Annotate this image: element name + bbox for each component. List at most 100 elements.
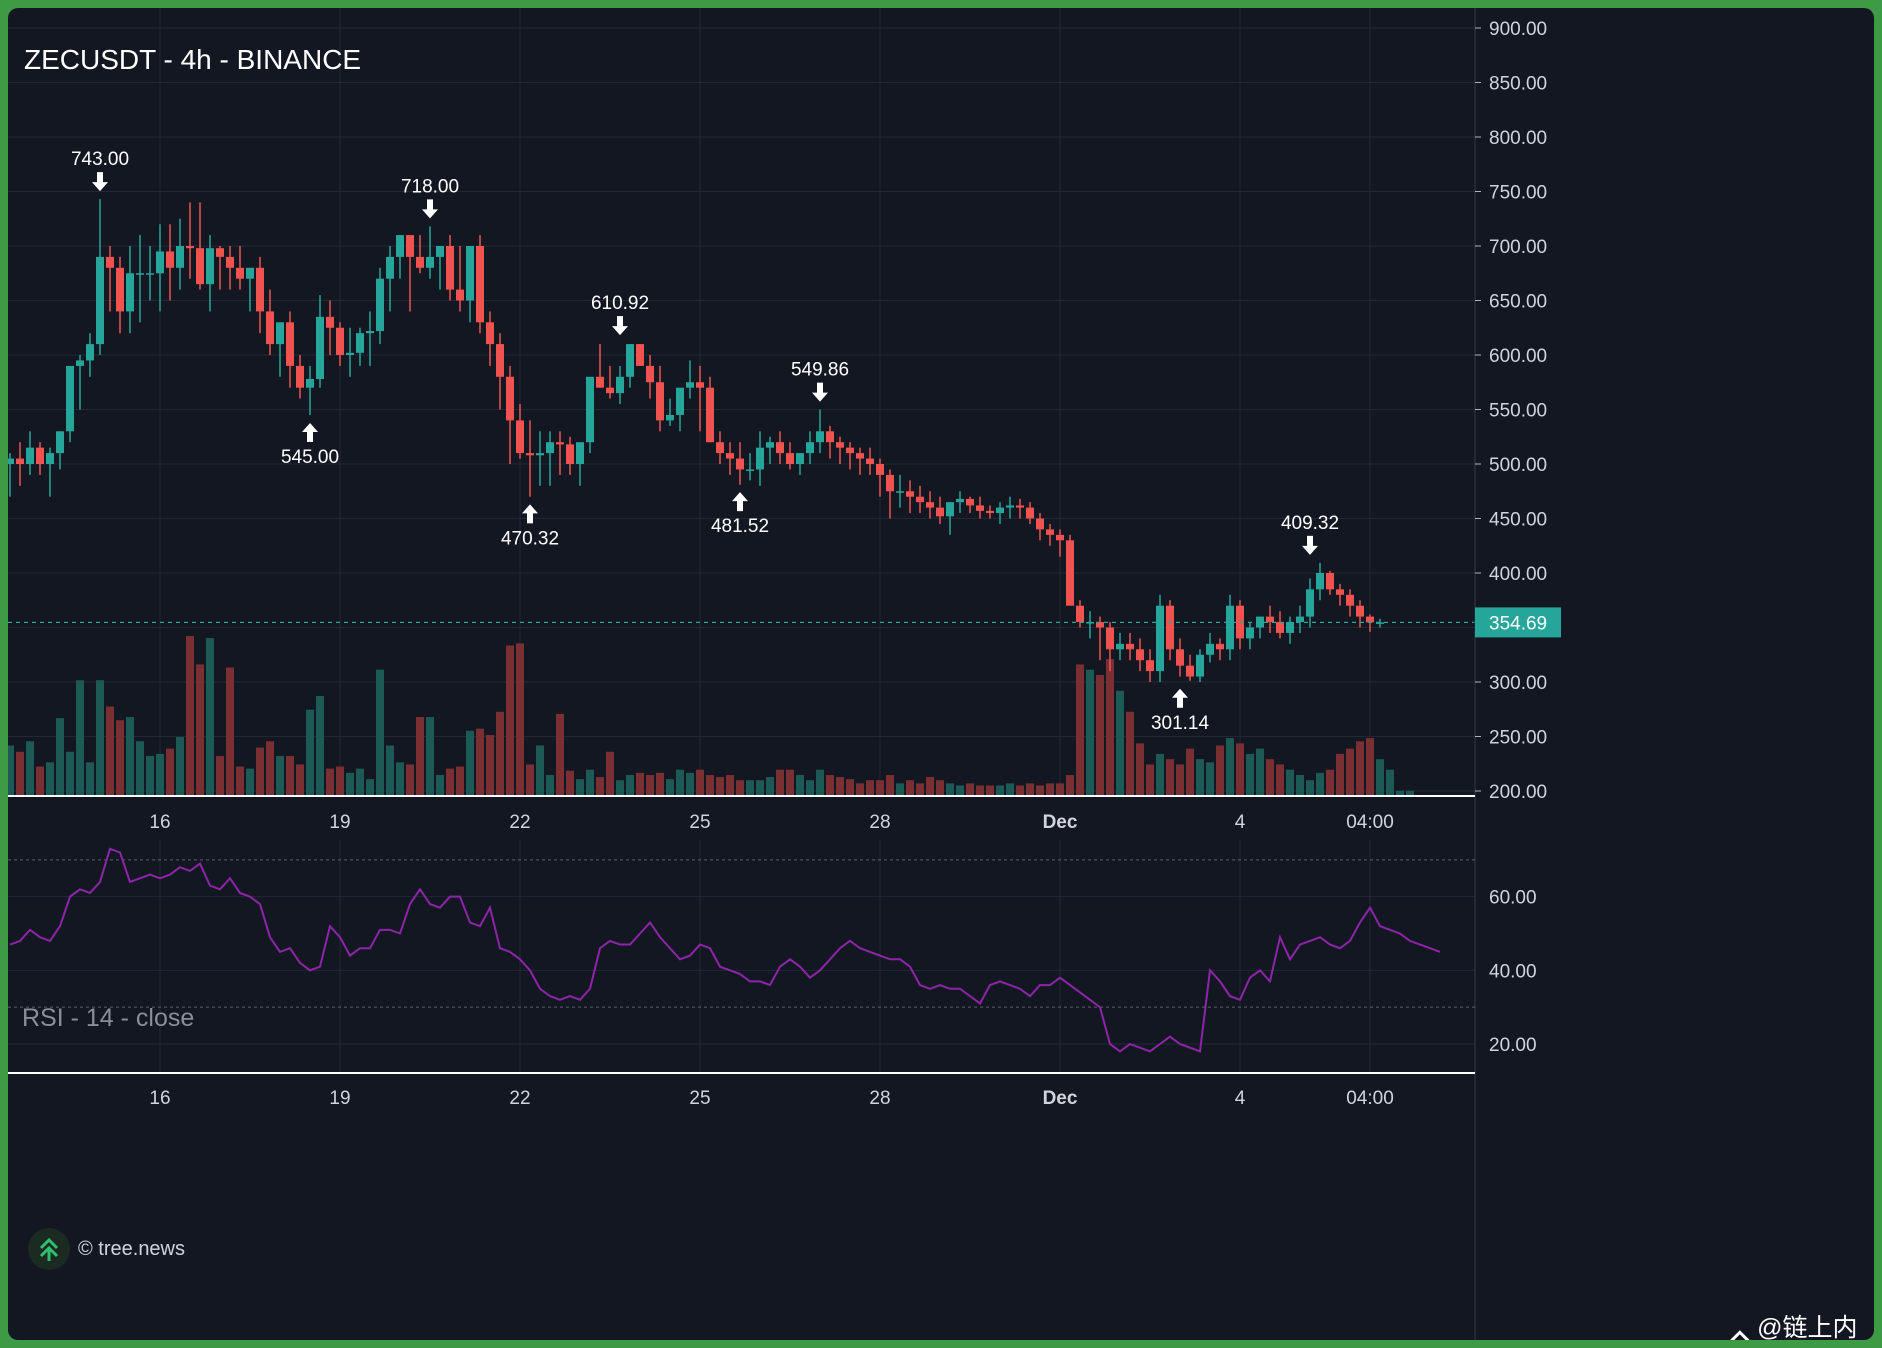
- high-annotation-label: 743.00: [71, 149, 129, 170]
- volume-bar: [726, 774, 734, 796]
- arrow-up-icon: [522, 504, 538, 514]
- volume-bar: [806, 780, 814, 796]
- candle-body: [986, 510, 994, 514]
- candle-body: [1366, 616, 1374, 623]
- volume-bar: [856, 783, 864, 796]
- candle-body: [696, 382, 704, 388]
- y-tick-label: 400.00: [1489, 564, 1547, 585]
- y-tick-label: 250.00: [1489, 728, 1547, 749]
- rsi-x-tick-label: Dec: [1043, 1088, 1078, 1109]
- volume-bar: [136, 741, 144, 796]
- candle-body: [96, 256, 104, 345]
- candle-body: [866, 458, 874, 464]
- credit: © tree.news: [28, 1225, 185, 1273]
- watermark-diamond-icon: [1725, 1330, 1754, 1340]
- candle-body: [916, 496, 924, 503]
- candle-body: [876, 464, 884, 475]
- volume-bar: [296, 764, 304, 796]
- volume-bar: [1106, 659, 1114, 796]
- volume-bar: [66, 751, 74, 796]
- volume-bar: [1366, 738, 1374, 796]
- candle-body: [266, 311, 274, 345]
- candle-body: [776, 442, 784, 454]
- candle-body: [1276, 622, 1284, 633]
- volume-bar: [686, 772, 694, 796]
- candle-body: [226, 256, 234, 268]
- volume-bar: [186, 636, 194, 796]
- candle-body: [206, 248, 214, 285]
- volume-bar: [496, 711, 504, 796]
- volume-bar: [1316, 772, 1324, 796]
- low-annotation-label: 301.14: [1151, 713, 1210, 734]
- volume-bar: [536, 745, 544, 796]
- volume-bar: [1166, 759, 1174, 796]
- volume-bar: [1076, 664, 1084, 796]
- volume-bar: [36, 766, 44, 796]
- y-tick-label: 800.00: [1489, 128, 1547, 149]
- arrow-down-stem: [817, 382, 823, 394]
- candle-body: [1026, 507, 1034, 519]
- candle-body: [1176, 649, 1184, 666]
- rsi-x-tick-label: 4: [1235, 1088, 1246, 1109]
- candle-body: [766, 442, 774, 448]
- volume-bar: [8, 745, 14, 796]
- candle-body: [1076, 605, 1084, 623]
- volume-bar: [1186, 748, 1194, 796]
- volume-bar: [1246, 753, 1254, 796]
- candle-body: [256, 267, 264, 312]
- rsi-x-tick-label: 25: [689, 1088, 710, 1109]
- volume-layer: [8, 636, 1414, 796]
- volume-bar: [1066, 774, 1074, 796]
- candle-body: [296, 365, 304, 388]
- volume-bar: [96, 680, 104, 796]
- volume-bar: [1376, 759, 1384, 796]
- arrow-down-stem: [617, 316, 623, 328]
- candle-body: [106, 256, 114, 268]
- chart-canvas[interactable]: 743.00 545.00 718.00 470.32 610.92 481.52 549.…: [8, 8, 1874, 1340]
- volume-bar: [1276, 764, 1284, 796]
- arrow-down-icon: [612, 326, 628, 336]
- candle-body: [826, 431, 834, 443]
- volume-bar: [776, 769, 784, 796]
- rsi-y-tick-label: 60.00: [1489, 888, 1537, 909]
- candle-body: [476, 246, 484, 323]
- arrow-down-icon: [422, 209, 438, 219]
- candle-body: [446, 246, 454, 290]
- volume-bar: [266, 741, 274, 796]
- candle-body: [1096, 622, 1104, 628]
- volume-bar: [606, 751, 614, 796]
- candle-body: [976, 505, 984, 511]
- volume-bar: [1096, 674, 1104, 796]
- candle-body: [186, 246, 194, 249]
- volume-bar: [1306, 780, 1314, 796]
- arrow-up-stem: [1177, 696, 1183, 708]
- volume-bar: [436, 774, 444, 796]
- high-annotation-label: 549.86: [791, 360, 849, 381]
- volume-bar: [676, 769, 684, 796]
- rsi-x-tick-label: 04:00: [1346, 1088, 1394, 1109]
- candle-body: [886, 474, 894, 492]
- arrow-down-icon: [812, 392, 828, 402]
- volume-bar: [1206, 762, 1214, 796]
- candle-body: [1156, 605, 1164, 672]
- volume-bar: [116, 720, 124, 796]
- candle-body: [1356, 605, 1364, 617]
- volume-bar: [466, 730, 474, 796]
- volume-bar: [1356, 741, 1364, 796]
- volume-bar: [1026, 783, 1034, 796]
- volume-bar: [546, 774, 554, 796]
- y-tick-label: 600.00: [1489, 346, 1547, 367]
- candle-body: [406, 235, 414, 257]
- volume-bar: [276, 756, 284, 796]
- chart-frame: 743.00 545.00 718.00 470.32 610.92 481.52 549.…: [8, 8, 1874, 1340]
- candle-body: [946, 502, 954, 517]
- arrow-up-icon: [732, 492, 748, 502]
- axis-layer: 900.00 850.00 800.00 750.00 700.00 650.00 600.…: [8, 8, 1561, 1340]
- volume-bar: [1196, 759, 1204, 796]
- rsi-x-tick-label: 28: [869, 1088, 890, 1109]
- candle-body: [346, 352, 354, 355]
- volume-bar: [1326, 769, 1334, 796]
- volume-bar: [476, 728, 484, 796]
- arrow-down-stem: [427, 199, 433, 211]
- volume-bar: [766, 777, 774, 796]
